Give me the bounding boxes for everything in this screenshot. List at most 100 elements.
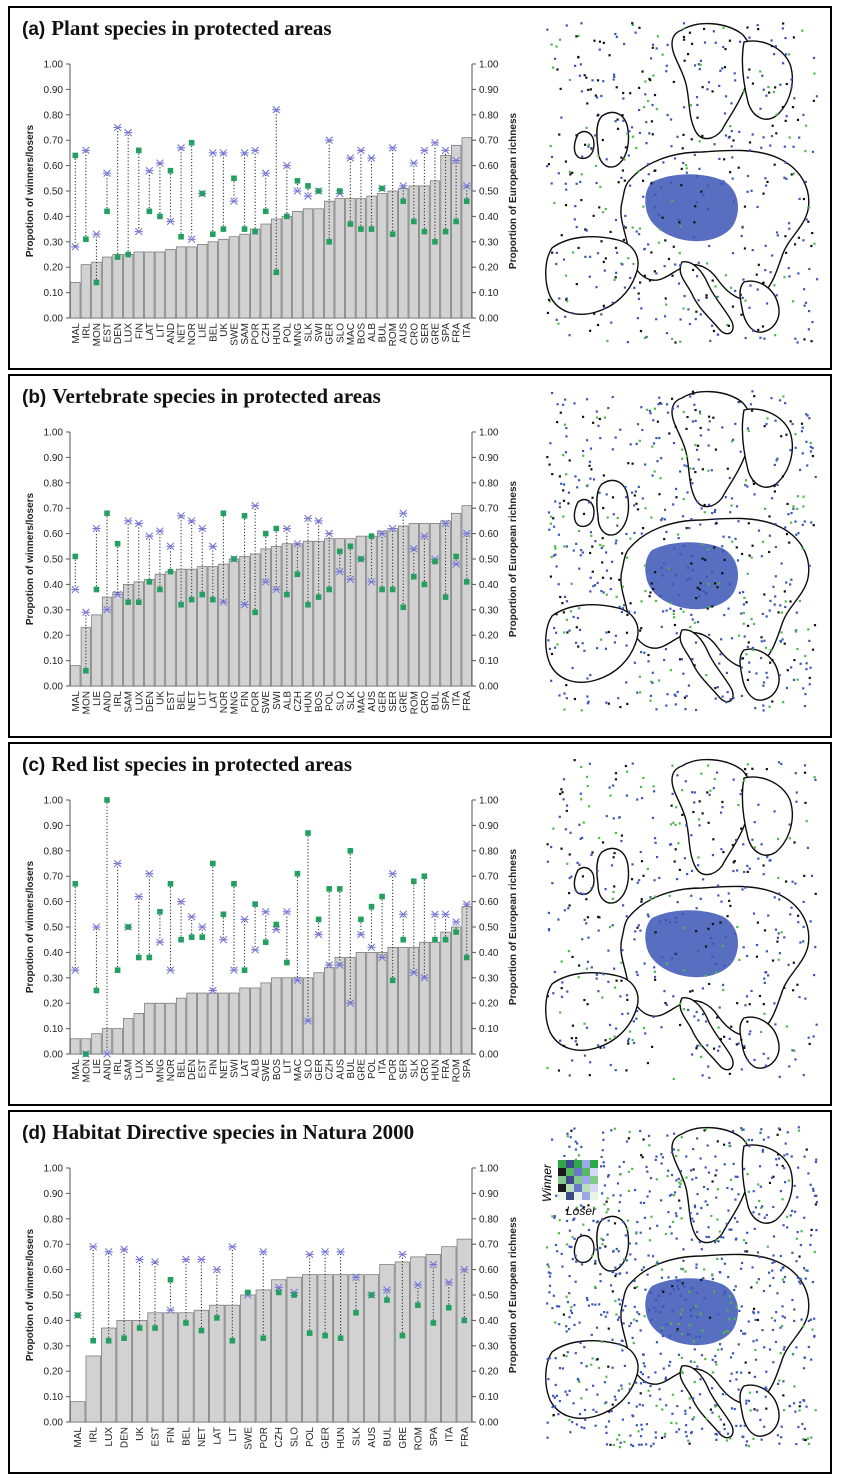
map-dot xyxy=(692,810,695,814)
map-dot xyxy=(771,1269,774,1272)
map-dot xyxy=(814,1160,818,1164)
loser-marker xyxy=(274,1283,283,1292)
x-tick-label: UK xyxy=(135,1427,146,1441)
map-dot xyxy=(691,791,694,794)
bar xyxy=(355,535,367,687)
map-dot xyxy=(699,313,702,316)
map-dot xyxy=(777,611,780,614)
loser-marker xyxy=(420,146,429,155)
map-dot xyxy=(787,963,790,966)
x-tick-label: SLK xyxy=(409,1059,420,1078)
map-dot xyxy=(686,872,689,876)
winner-marker xyxy=(284,213,290,220)
map-dot xyxy=(700,190,703,193)
x-tick-label: FIN xyxy=(240,691,251,707)
legend-grid xyxy=(558,1160,598,1200)
map-dot xyxy=(655,708,658,711)
loser-marker xyxy=(261,169,270,178)
map-dot xyxy=(637,233,641,236)
map-dot xyxy=(586,960,590,963)
x-tick-label: ITA xyxy=(444,1427,455,1442)
bar xyxy=(355,198,367,319)
map-dot xyxy=(801,523,804,527)
map-dot xyxy=(695,1176,698,1179)
x-tick-label: NOR xyxy=(166,1059,177,1081)
bar xyxy=(240,1294,256,1423)
map-dot xyxy=(722,1236,725,1239)
map-dot xyxy=(719,1038,723,1041)
map-dot xyxy=(582,821,585,824)
map-dot xyxy=(614,1266,617,1269)
map-dot xyxy=(631,462,634,465)
map-dot xyxy=(759,1030,763,1034)
map-dot xyxy=(591,148,594,151)
map-dot xyxy=(795,1260,798,1263)
map-dot xyxy=(697,261,700,264)
map-dot xyxy=(595,1326,599,1329)
map-dot xyxy=(682,610,685,613)
map-dot xyxy=(601,138,604,142)
bar xyxy=(324,967,335,1055)
map-dot xyxy=(648,1227,652,1230)
map-dot xyxy=(763,639,766,642)
map-dot xyxy=(672,612,675,615)
map-dot xyxy=(565,297,568,300)
map-dot xyxy=(576,861,579,864)
map-dot xyxy=(777,1127,781,1130)
loser-marker xyxy=(113,590,122,599)
map-dot xyxy=(562,1313,565,1316)
map-dot xyxy=(564,160,568,163)
bar xyxy=(345,198,356,319)
map-dot xyxy=(752,1190,755,1193)
map-dot xyxy=(738,958,741,961)
map-dot xyxy=(681,1282,684,1285)
map-dot xyxy=(638,26,641,29)
map-dot xyxy=(778,898,781,901)
winner-marker xyxy=(114,254,121,260)
x-tick-label: SLO xyxy=(290,1427,301,1447)
y-tick-label: 0.00 xyxy=(44,1050,64,1061)
loser-marker xyxy=(272,925,281,934)
map-dot xyxy=(758,1165,762,1168)
map-dot xyxy=(756,943,759,947)
map-dot xyxy=(639,629,642,632)
map-dot xyxy=(627,1042,630,1045)
map-dot xyxy=(661,1326,664,1330)
map-dot xyxy=(655,1178,658,1181)
map-dot xyxy=(681,448,684,451)
loser-marker xyxy=(104,1248,113,1256)
winner-marker xyxy=(125,924,131,930)
map-dot xyxy=(589,590,592,593)
map-dot xyxy=(723,112,727,115)
bar xyxy=(239,556,250,687)
map-dot xyxy=(757,263,760,266)
map-dot xyxy=(678,822,681,825)
bar xyxy=(144,1002,155,1055)
loser-marker xyxy=(377,529,387,538)
map-dot xyxy=(797,1425,800,1429)
map-dot xyxy=(704,558,707,562)
map-dot xyxy=(804,301,808,304)
bar xyxy=(429,523,441,687)
loser-marker xyxy=(228,1242,237,1251)
map-dot xyxy=(757,1311,760,1314)
map-dot xyxy=(735,546,738,549)
map-dot xyxy=(783,1154,786,1157)
map-dot xyxy=(612,78,615,81)
bar xyxy=(355,952,367,1055)
map-dot xyxy=(695,1263,698,1266)
map-dot xyxy=(649,694,652,697)
map-dot xyxy=(550,182,553,185)
map-dot xyxy=(739,793,742,796)
y-tick-label: 0.50 xyxy=(44,923,64,934)
map-dot xyxy=(716,295,719,299)
map-dot xyxy=(664,1432,667,1435)
map-dot xyxy=(660,1153,663,1156)
map-dot xyxy=(793,1319,796,1323)
map-dot xyxy=(799,941,802,944)
map-dot xyxy=(714,1354,717,1358)
bar-chart-vertebrates: 0.00 0.000.10 0.100.20 0.200.30 0.300.40 0.40… xyxy=(25,428,519,715)
map-dot xyxy=(588,762,591,765)
bar xyxy=(209,1304,225,1423)
map-dot xyxy=(664,1378,667,1381)
